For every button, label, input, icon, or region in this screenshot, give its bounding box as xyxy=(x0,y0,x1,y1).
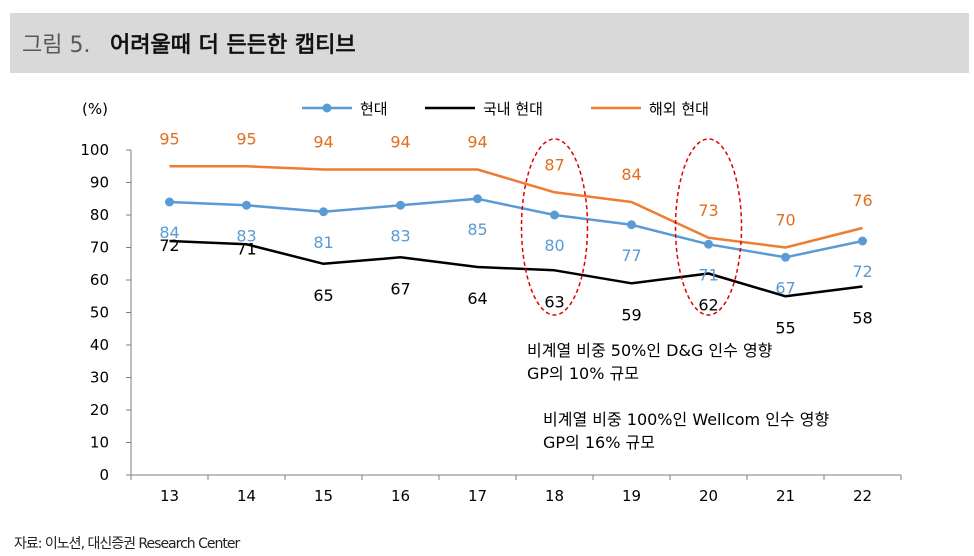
series-point-0 xyxy=(242,200,251,210)
data-label-overseas: 70 xyxy=(775,211,795,230)
y-tick-label: 0 xyxy=(99,466,109,484)
y-tick-label: 80 xyxy=(90,206,109,224)
data-label-overseas: 95 xyxy=(236,129,256,148)
x-tick-label: 15 xyxy=(314,487,333,505)
series-point-0 xyxy=(319,207,328,217)
data-label-domestic: 72 xyxy=(159,236,179,255)
series-line-0 xyxy=(169,197,863,259)
x-tick-label: 20 xyxy=(699,487,718,505)
data-label-hyundai: 77 xyxy=(621,246,641,265)
data-label-hyundai: 83 xyxy=(236,226,256,245)
series-point-0 xyxy=(165,197,174,207)
annotation-text: 비계열 비중 100%인 Wellcom 인수 영향 xyxy=(543,410,829,429)
y-tick-label: 90 xyxy=(90,174,109,192)
y-tick-label: 100 xyxy=(80,141,109,159)
data-label-domestic: 65 xyxy=(313,286,333,305)
data-label-overseas: 94 xyxy=(313,133,333,152)
figure-label: 그림 5. xyxy=(22,33,91,58)
data-label-hyundai: 80 xyxy=(544,236,564,255)
annotation-text: GP의 10% 규모 xyxy=(527,364,639,383)
data-label-hyundai: 83 xyxy=(390,226,410,245)
data-label-domestic: 64 xyxy=(467,289,487,308)
y-tick-label: 70 xyxy=(90,239,109,257)
annotation-text: GP의 16% 규모 xyxy=(543,433,655,452)
x-tick-label: 19 xyxy=(622,487,641,505)
x-tick-label: 14 xyxy=(237,487,256,505)
figure-title: 어려울때 더 든든한 캡티브 xyxy=(110,33,356,58)
x-tick-label: 18 xyxy=(545,487,564,505)
data-label-overseas: 76 xyxy=(852,191,872,210)
highlight-ellipse xyxy=(674,138,743,316)
y-tick-label: 40 xyxy=(90,336,109,354)
data-label-hyundai: 72 xyxy=(852,262,872,281)
data-label-overseas: 87 xyxy=(544,155,564,174)
series-point-0 xyxy=(473,194,482,204)
y-tick-label: 10 xyxy=(90,434,109,452)
data-label-overseas: 94 xyxy=(467,133,487,152)
data-label-domestic: 58 xyxy=(852,309,872,328)
series-point-0 xyxy=(781,252,790,262)
x-tick-label: 17 xyxy=(468,487,487,505)
data-label-hyundai: 84 xyxy=(159,223,179,242)
series-point-0 xyxy=(550,210,559,220)
x-tick-label: 16 xyxy=(391,487,410,505)
data-label-overseas: 95 xyxy=(159,129,179,148)
y-tick-label: 50 xyxy=(90,304,109,322)
data-label-domestic: 71 xyxy=(236,239,256,258)
data-label-overseas: 73 xyxy=(698,201,718,220)
y-axis-label: (%) xyxy=(82,100,108,118)
data-label-domestic: 55 xyxy=(775,318,795,337)
legend-label-1: 국내 현대 xyxy=(483,100,543,118)
highlight-ellipse xyxy=(520,138,589,316)
data-label-overseas: 94 xyxy=(390,133,410,152)
y-tick-label: 20 xyxy=(90,401,109,419)
x-tick-label: 13 xyxy=(160,487,179,505)
data-label-domestic: 59 xyxy=(621,305,641,324)
series-line-1 xyxy=(169,239,863,298)
data-label-hyundai: 81 xyxy=(313,233,333,252)
series-line-2 xyxy=(169,165,863,249)
legend-label-0: 현대 xyxy=(360,100,388,118)
annotation-text: 비계열 비중 50%인 D&G 인수 영향 xyxy=(527,341,773,360)
data-label-domestic: 63 xyxy=(544,292,564,311)
figure-header: 그림 5. 어려울때 더 든든한 캡티브 xyxy=(10,13,969,73)
x-tick-label: 21 xyxy=(776,487,795,505)
y-tick-label: 60 xyxy=(90,271,109,289)
series-point-0 xyxy=(396,200,405,210)
data-label-domestic: 67 xyxy=(390,279,410,298)
series-point-0 xyxy=(858,236,867,246)
series-point-0 xyxy=(704,239,713,249)
data-label-hyundai: 67 xyxy=(775,278,795,297)
data-label-domestic: 62 xyxy=(698,296,718,315)
data-label-hyundai: 85 xyxy=(467,220,487,239)
legend-label-2: 해외 현대 xyxy=(649,100,709,118)
series-point-0 xyxy=(627,220,636,230)
legend-marker-0 xyxy=(322,103,332,113)
source-note: 자료: 이노션, 대신증권 Research Center xyxy=(14,536,240,552)
x-tick-label: 22 xyxy=(853,487,872,505)
data-label-hyundai: 71 xyxy=(698,265,718,284)
data-label-overseas: 84 xyxy=(621,165,641,184)
y-tick-label: 30 xyxy=(90,369,109,387)
